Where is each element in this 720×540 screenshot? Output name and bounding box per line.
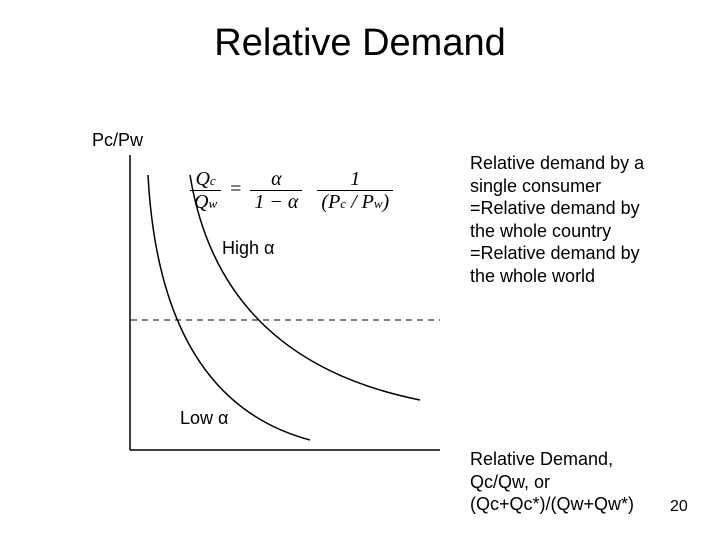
demand-chart (0, 0, 720, 540)
